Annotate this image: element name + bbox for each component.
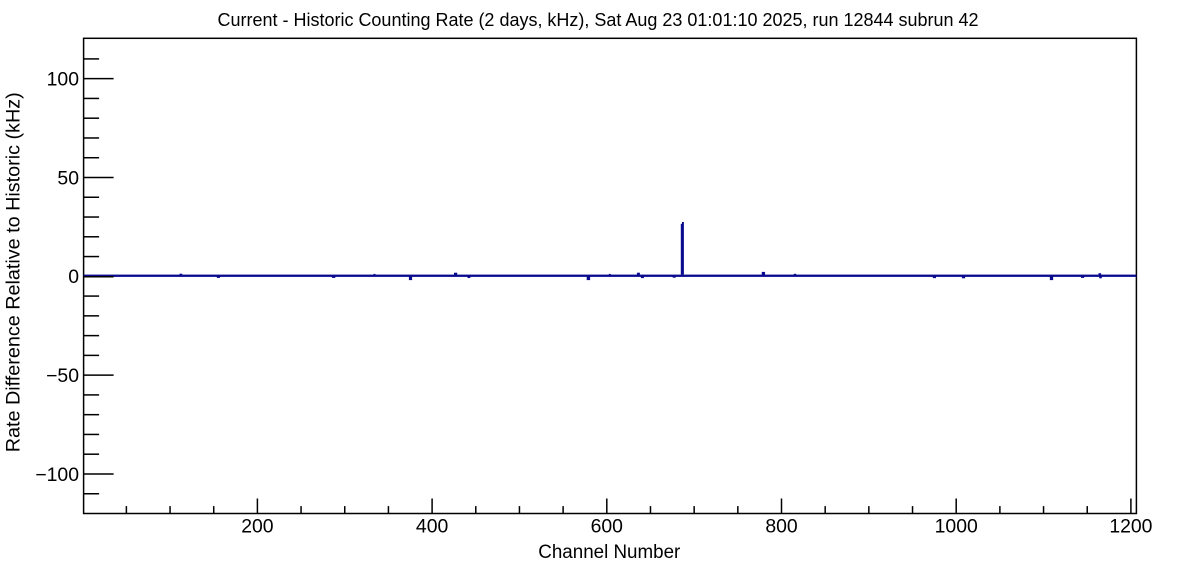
svg-text:50: 50 [57, 167, 79, 189]
svg-text:400: 400 [416, 516, 449, 538]
svg-text:800: 800 [765, 516, 798, 538]
svg-text:Rate Difference Relative to Hi: Rate Difference Relative to Historic (kH… [4, 92, 25, 452]
svg-text:−100: −100 [35, 464, 79, 486]
svg-text:1000: 1000 [935, 516, 978, 538]
svg-text:Current - Historic Counting Ra: Current - Historic Counting Rate (2 days… [218, 10, 979, 30]
svg-text:200: 200 [241, 516, 274, 538]
svg-text:600: 600 [591, 516, 624, 538]
svg-text:1200: 1200 [1109, 516, 1152, 538]
svg-text:Channel Number: Channel Number [538, 542, 681, 563]
svg-text:−50: −50 [46, 365, 79, 387]
svg-text:100: 100 [47, 69, 80, 91]
svg-text:0: 0 [68, 266, 79, 288]
